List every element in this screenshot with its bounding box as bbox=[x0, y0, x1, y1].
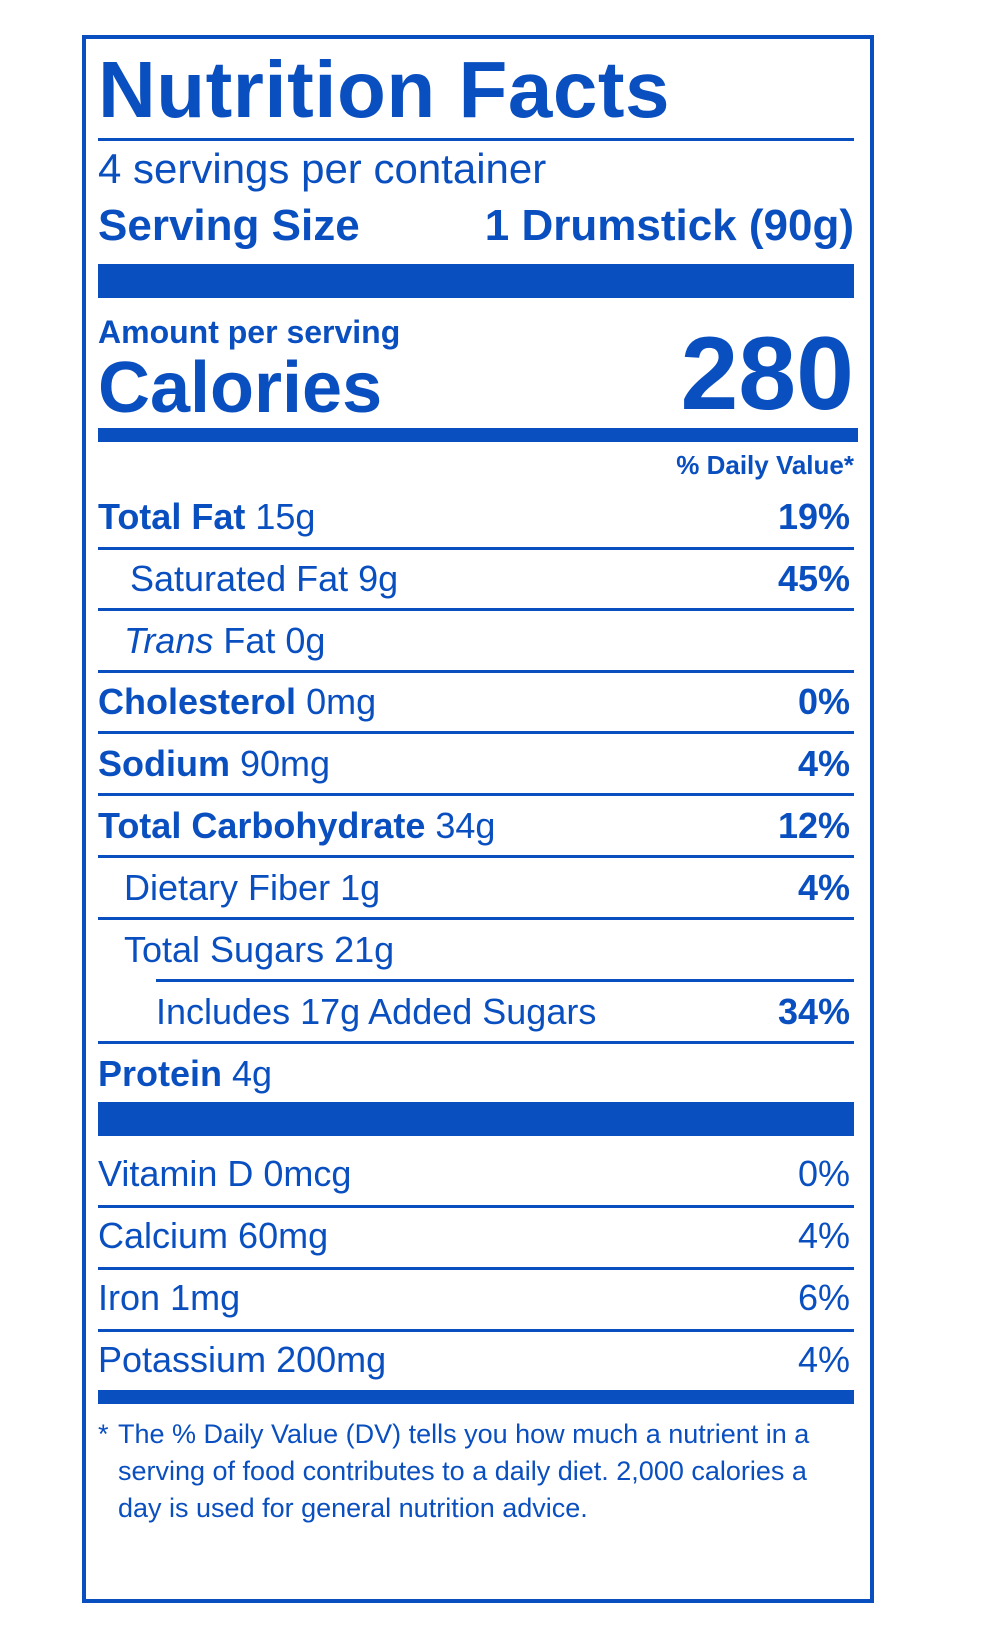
nutrient-amount: 0g bbox=[285, 620, 326, 661]
nutrient-amount: 9g bbox=[358, 558, 399, 599]
divider bbox=[98, 1205, 854, 1208]
nutrient-row-added-sugars: Includes 17g Added Sugars 34% bbox=[98, 992, 854, 1032]
nutrient-name: Fat bbox=[223, 620, 276, 661]
nutrient-row-dietary-fiber: Dietary Fiber 1g 4% bbox=[98, 868, 854, 908]
divider bbox=[98, 670, 854, 673]
thick-divider bbox=[98, 264, 854, 298]
medium-divider bbox=[98, 1390, 854, 1404]
nutrient-amount: 90mg bbox=[240, 743, 331, 784]
footnote-text: The % Daily Value (DV) tells you how muc… bbox=[118, 1419, 810, 1523]
nutrient-name: Total Sugars bbox=[124, 929, 325, 970]
nutrition-label bbox=[82, 35, 874, 1603]
vitamin-row-calcium: Calcium 60mg 4% bbox=[98, 1216, 854, 1256]
calories-label: Calories bbox=[98, 348, 383, 428]
divider bbox=[98, 1267, 854, 1270]
nutrient-name: Cholesterol bbox=[98, 681, 297, 722]
divider bbox=[98, 855, 854, 858]
vitamin-amount: 60mg bbox=[238, 1215, 329, 1256]
vitamin-row-vitamin-d: Vitamin D 0mcg 0% bbox=[98, 1154, 854, 1194]
nutrient-row-total-fat: Total Fat 15g 19% bbox=[98, 497, 854, 537]
nutrient-dv: 4% bbox=[797, 743, 850, 784]
label-title: Nutrition Facts bbox=[98, 45, 670, 134]
nutrient-name: Saturated Fat bbox=[130, 558, 349, 599]
divider bbox=[98, 608, 854, 611]
nutrient-row-total-carbohydrate: Total Carbohydrate 34g 12% bbox=[98, 806, 854, 846]
nutrient-amount: 4g bbox=[232, 1053, 273, 1094]
nutrient-dv: 45% bbox=[777, 558, 850, 599]
calories-value: 280 bbox=[680, 316, 854, 432]
vitamin-amount: 200mg bbox=[276, 1339, 387, 1380]
divider bbox=[98, 1329, 854, 1332]
vitamin-amount: 1mg bbox=[170, 1277, 241, 1318]
nutrient-amount: 0mg bbox=[306, 681, 377, 722]
daily-value-header: % Daily Value* bbox=[676, 450, 854, 480]
nutrient-name: Total Fat bbox=[98, 496, 246, 537]
nutrient-name: Includes 17g Added Sugars bbox=[156, 991, 597, 1032]
vitamin-dv: 4% bbox=[797, 1215, 850, 1256]
divider bbox=[98, 917, 854, 920]
amount-per-serving: Amount per serving bbox=[98, 314, 401, 350]
vitamin-dv: 6% bbox=[797, 1277, 850, 1318]
nutrient-amount: 21g bbox=[334, 929, 395, 970]
vitamin-row-iron: Iron 1mg 6% bbox=[98, 1278, 854, 1318]
nutrient-row-total-sugars: Total Sugars 21g bbox=[98, 930, 854, 970]
nutrient-dv: 12% bbox=[777, 805, 850, 846]
nutrient-dv: 4% bbox=[797, 867, 850, 908]
vitamin-dv: 4% bbox=[797, 1339, 850, 1380]
nutrient-name: Dietary Fiber bbox=[124, 867, 331, 908]
divider bbox=[98, 547, 854, 550]
nutrient-row-sodium: Sodium 90mg 4% bbox=[98, 744, 854, 784]
nutrient-row-saturated-fat: Saturated Fat 9g 45% bbox=[98, 559, 854, 599]
vitamin-amount: 0mcg bbox=[263, 1153, 352, 1194]
nutrient-row-trans-fat: Trans Fat 0g bbox=[98, 621, 854, 661]
footnote-star: * bbox=[98, 1419, 109, 1449]
divider bbox=[98, 138, 854, 141]
divider bbox=[98, 1041, 854, 1044]
medium-divider bbox=[98, 428, 858, 442]
vitamin-name: Calcium bbox=[98, 1215, 229, 1256]
vitamin-name: Potassium bbox=[98, 1339, 267, 1380]
divider bbox=[98, 793, 854, 796]
divider bbox=[156, 979, 854, 982]
nutrient-dv: 19% bbox=[777, 496, 850, 537]
servings-per-container: 4 servings per container bbox=[98, 145, 547, 192]
vitamin-dv: 0% bbox=[797, 1153, 850, 1194]
nutrient-amount: 1g bbox=[340, 867, 381, 908]
thick-divider bbox=[98, 1102, 854, 1136]
vitamin-name: Vitamin D bbox=[98, 1153, 254, 1194]
nutrient-amount: 15g bbox=[255, 496, 316, 537]
nutrient-row-cholesterol: Cholesterol 0mg 0% bbox=[98, 682, 854, 722]
divider bbox=[98, 731, 854, 734]
nutrient-name: Protein bbox=[98, 1053, 223, 1094]
footnote: * The % Daily Value (DV) tells you how m… bbox=[98, 1416, 838, 1527]
nutrient-name-italic: Trans bbox=[124, 620, 214, 661]
nutrient-name: Sodium bbox=[98, 743, 230, 784]
vitamin-name: Iron bbox=[98, 1277, 161, 1318]
nutrient-amount: 34g bbox=[435, 805, 496, 846]
serving-size-label: Serving Size bbox=[98, 201, 360, 250]
nutrient-name: Total Carbohydrate bbox=[98, 805, 426, 846]
vitamin-row-potassium: Potassium 200mg 4% bbox=[98, 1340, 854, 1380]
nutrient-dv: 0% bbox=[797, 681, 850, 722]
nutrient-dv: 34% bbox=[777, 991, 850, 1032]
nutrient-row-protein: Protein 4g bbox=[98, 1054, 854, 1094]
serving-size-value: 1 Drumstick (90g) bbox=[484, 201, 854, 250]
